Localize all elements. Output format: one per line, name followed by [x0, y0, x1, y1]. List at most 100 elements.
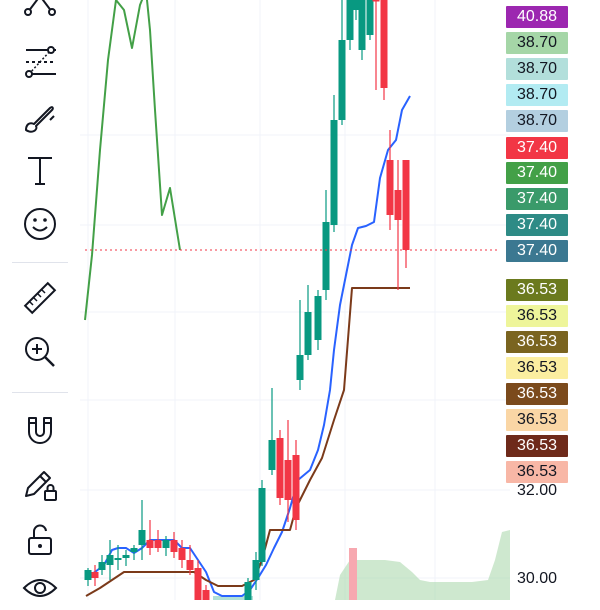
candle [258, 480, 266, 566]
brush-button[interactable] [12, 96, 68, 140]
candle [402, 160, 410, 268]
text-tool-icon [28, 157, 52, 185]
brush-icon [25, 106, 55, 133]
candle-body [106, 555, 114, 565]
pencil-lock-icon [25, 471, 57, 501]
candle-body [402, 160, 410, 250]
candle-body [114, 558, 122, 560]
price-tag: 37.40 [506, 137, 568, 159]
candle [268, 388, 276, 475]
candle-body [162, 540, 170, 548]
candle [178, 540, 186, 568]
ichimoku-cloud [213, 530, 510, 600]
ruler-button[interactable] [12, 276, 68, 320]
candle [380, 0, 388, 100]
price-tag: 36.53 [506, 331, 568, 353]
price-tag: 37.40 [506, 240, 568, 262]
candle-body [292, 455, 300, 520]
candle-body [296, 355, 304, 380]
candle [296, 300, 304, 390]
axis-tick-label: 30.00 [516, 570, 558, 587]
candle-body [314, 296, 322, 340]
price-tag: 36.53 [506, 357, 568, 379]
cloud-area [213, 596, 253, 600]
candle [202, 585, 210, 600]
candle [366, 0, 374, 40]
candle [330, 95, 338, 232]
candle [146, 520, 154, 555]
candle [358, 0, 366, 60]
conversion-line [85, 95, 411, 597]
candle-body [284, 460, 292, 500]
lock-button[interactable] [12, 518, 68, 562]
drawing-toolbar [0, 0, 80, 600]
ruler-icon [23, 281, 57, 315]
candle-body [394, 190, 402, 220]
price-tag: 37.40 [506, 188, 568, 210]
pattern-tool-button[interactable] [12, 0, 68, 32]
candle-body [338, 40, 346, 120]
candle-body [352, 0, 360, 10]
magnet-icon [28, 417, 52, 444]
candle-body [186, 560, 194, 570]
candle [252, 552, 260, 590]
price-tag: 36.53 [506, 409, 568, 431]
candle-body [98, 562, 106, 570]
candle-body [276, 438, 284, 498]
candle [84, 568, 92, 586]
candle-body [244, 582, 252, 600]
candle [244, 578, 252, 600]
candle [122, 550, 130, 566]
emoji-button[interactable] [12, 202, 68, 246]
magnet-button[interactable] [12, 408, 68, 452]
lagging-span-line [84, 0, 181, 321]
candle-body [122, 555, 130, 558]
candle [314, 290, 322, 350]
candle [346, 0, 354, 50]
fib-retracement-button[interactable] [12, 40, 68, 84]
candle-body [130, 548, 138, 552]
toolbar-divider [12, 262, 68, 263]
candle-body [366, 0, 374, 35]
price-chart[interactable] [80, 0, 510, 600]
candle-body [268, 440, 276, 470]
candle [162, 536, 170, 556]
eye-icon [22, 579, 58, 597]
eye-button[interactable] [12, 566, 68, 610]
candle-body [330, 120, 338, 225]
price-tag: 38.70 [506, 110, 568, 132]
candle [98, 555, 106, 575]
candle [154, 530, 162, 552]
candle [352, 0, 360, 20]
price-tag: 38.70 [506, 58, 568, 80]
price-tag: 40.88 [506, 6, 568, 28]
price-tag: 38.70 [506, 84, 568, 106]
candle-body [84, 570, 92, 580]
price-tag: 36.53 [506, 279, 568, 301]
text-tool-button[interactable] [12, 148, 68, 192]
candle-body [194, 568, 202, 600]
pencil-lock-button[interactable] [12, 462, 68, 506]
candle [338, 0, 346, 125]
price-tag: 38.70 [506, 32, 568, 54]
zoom-in-button[interactable] [12, 330, 68, 374]
candle-body [170, 540, 178, 552]
candle [186, 545, 194, 575]
candle [322, 190, 330, 300]
candle [386, 130, 394, 230]
candle [91, 565, 99, 586]
candle [372, 0, 380, 90]
candle-body [154, 540, 162, 548]
candle [130, 545, 138, 560]
candle-body [322, 222, 330, 290]
candle [292, 440, 300, 530]
volume-bar [349, 548, 357, 600]
candle-body [252, 560, 260, 580]
candle [276, 430, 284, 505]
toolbar-divider [12, 392, 68, 393]
emoji-icon [24, 208, 56, 240]
candle [138, 500, 146, 560]
candle [394, 160, 402, 290]
cloud-area [335, 530, 510, 600]
candle [304, 285, 312, 360]
